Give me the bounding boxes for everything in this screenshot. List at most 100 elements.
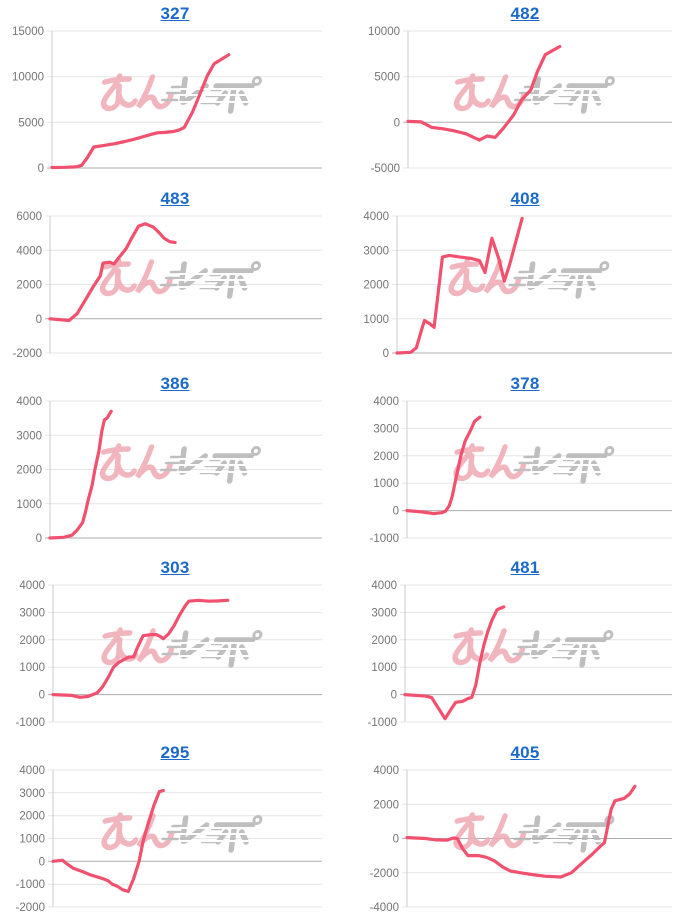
y-tick-label: -2000	[13, 348, 42, 360]
data-line	[51, 599, 230, 700]
y-tick-label: 1000	[19, 663, 45, 675]
y-tick-label: 1000	[373, 478, 399, 490]
line-chart: 4000 2000 0 -2000 -4000 みんレポ	[370, 765, 672, 914]
data-line	[50, 53, 231, 170]
machine-number-link[interactable]: 408	[510, 188, 540, 208]
machine-number-link[interactable]: 295	[160, 743, 190, 763]
y-tick-label: 0	[391, 690, 397, 702]
y-tick-label: -4000	[370, 902, 399, 914]
chart-cell: 327 15000 10000 5000 0 みんレポ	[0, 0, 350, 185]
chart-cell: 408 4000 3000 2000 1000 0 みんレポ	[350, 185, 700, 370]
y-tick-label: 3000	[373, 423, 399, 435]
y-tick-label: 3000	[363, 245, 389, 257]
machine-number-link[interactable]: 378	[510, 373, 540, 393]
y-tick-label: 2000	[19, 811, 45, 823]
y-tick-label: 4000	[16, 396, 42, 408]
line-chart: 4000 3000 2000 1000 0 みんレポ	[363, 211, 672, 360]
y-tick-label: 0	[393, 834, 399, 846]
minrepo-watermark: みんレポ	[448, 258, 612, 299]
minrepo-watermark: みんレポ	[99, 258, 263, 299]
chart-cell: 405 4000 2000 0 -2000 -4000 みんレポ	[350, 739, 700, 924]
y-tick-label: 3000	[371, 608, 397, 620]
y-tick-label: 2000	[371, 635, 397, 647]
line-chart: 6000 4000 2000 0 -2000 みんレポ	[13, 211, 322, 360]
minrepo-watermark: みんレポ	[99, 442, 263, 484]
y-tick-label: 2000	[16, 464, 42, 476]
y-tick-label: 0	[383, 348, 389, 360]
y-tick-label: 1000	[371, 663, 397, 675]
chart-cell: 482 10000 5000 0 -5000 みんレポ	[350, 0, 700, 185]
line-chart: 15000 10000 5000 0 みんレポ	[12, 26, 322, 175]
line-chart: 4000 3000 2000 1000 0 -1000 -2000 みんレポ	[16, 765, 322, 914]
y-tick-label: 6000	[16, 211, 42, 223]
y-tick-label: 0	[36, 533, 42, 545]
y-tick-label: 2000	[19, 635, 45, 647]
minrepo-watermark: みんレポ	[100, 73, 264, 114]
y-tick-label: -1000	[368, 717, 397, 729]
y-tick-label: 4000	[373, 396, 399, 408]
minrepo-watermark: みんレポ	[453, 442, 617, 484]
y-tick-label: -2000	[370, 868, 399, 880]
line-chart: 10000 5000 0 -5000 みんレポ	[368, 26, 672, 175]
chart-cell: 295 4000 3000 2000 1000 0 -1000 -2000 みんレポ	[0, 739, 350, 924]
y-tick-label: 1000	[363, 314, 389, 326]
machine-number-link[interactable]: 483	[160, 188, 190, 208]
y-tick-label: 0	[38, 163, 44, 175]
machine-number-link[interactable]: 303	[160, 558, 190, 578]
chart-cell: 386 4000 3000 2000 1000 0 みんレポ	[0, 370, 350, 555]
y-tick-label: 4000	[19, 580, 45, 592]
chart-cell: 378 4000 3000 2000 1000 0 -1000 みんレポ	[350, 370, 700, 555]
data-line	[48, 221, 177, 322]
y-tick-label: 3000	[19, 608, 45, 620]
y-tick-label: 15000	[12, 26, 44, 38]
minrepo-watermark: みんレポ	[453, 812, 617, 853]
y-tick-label: 4000	[19, 765, 45, 777]
y-tick-label: 2000	[373, 450, 399, 462]
minrepo-watermark: みんレポ	[453, 73, 617, 114]
data-line	[405, 415, 482, 515]
y-tick-label: 2000	[16, 279, 42, 291]
data-line	[405, 784, 637, 879]
y-tick-label: 0	[393, 505, 399, 517]
y-tick-label: 10000	[12, 72, 44, 84]
data-line	[395, 216, 524, 355]
line-chart: 4000 3000 2000 1000 0 -1000 みんレポ	[368, 580, 672, 729]
y-tick-label: 0	[394, 117, 400, 129]
data-line	[403, 605, 506, 721]
y-tick-label: 5000	[374, 72, 400, 84]
y-tick-label: 1000	[16, 498, 42, 510]
y-tick-label: 4000	[363, 211, 389, 223]
y-tick-label: 0	[39, 690, 45, 702]
machine-number-link[interactable]: 327	[160, 4, 190, 23]
data-line	[51, 789, 165, 894]
data-line	[48, 409, 113, 540]
y-tick-label: 4000	[371, 580, 397, 592]
machine-number-link[interactable]: 405	[510, 743, 540, 763]
chart-cell: 481 4000 3000 2000 1000 0 -1000 みんレポ	[350, 554, 700, 739]
y-tick-label: 10000	[368, 26, 400, 38]
y-tick-label: -2000	[16, 902, 45, 914]
y-tick-label: 2000	[363, 279, 389, 291]
y-tick-label: 0	[39, 856, 45, 868]
y-tick-label: -1000	[16, 879, 45, 891]
chart-cell: 483 6000 4000 2000 0 -2000 みんレポ	[0, 185, 350, 370]
y-tick-label: 3000	[16, 430, 42, 442]
line-chart: 4000 3000 2000 1000 0 -1000 みんレポ	[370, 396, 672, 545]
y-tick-label: -1000	[16, 717, 45, 729]
y-tick-label: 2000	[373, 799, 399, 811]
y-tick-label: -5000	[371, 163, 400, 175]
minrepo-watermark: みんレポ	[452, 627, 616, 669]
data-line	[406, 44, 562, 142]
y-tick-label: 1000	[19, 834, 45, 846]
y-tick-label: 4000	[16, 245, 42, 257]
machine-number-link[interactable]: 482	[510, 4, 540, 23]
y-tick-label: 5000	[18, 117, 44, 129]
y-tick-label: -1000	[370, 533, 399, 545]
machine-number-link[interactable]: 481	[510, 558, 540, 578]
line-chart: 4000 3000 2000 1000 0 みんレポ	[16, 396, 322, 545]
minrepo-watermark: みんレポ	[101, 812, 265, 853]
machine-number-link[interactable]: 386	[160, 373, 190, 393]
